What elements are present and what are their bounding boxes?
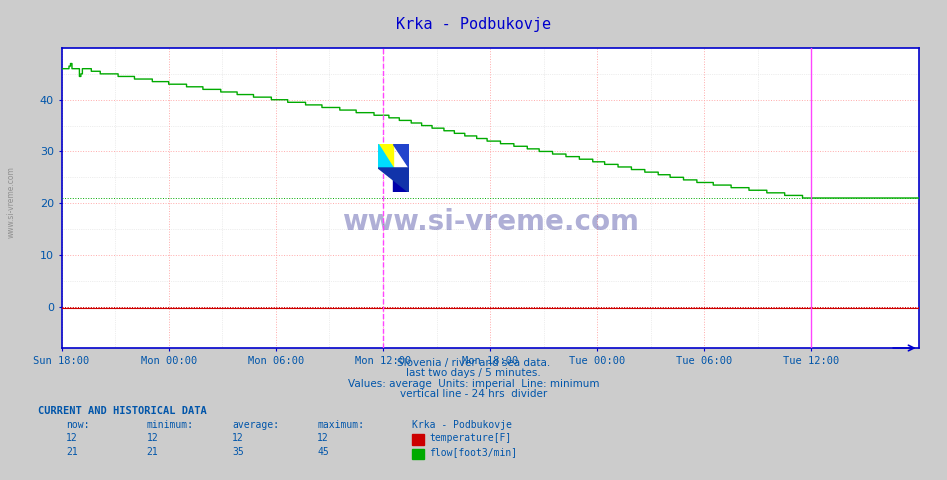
Polygon shape: [393, 144, 408, 168]
Text: 12: 12: [147, 433, 158, 443]
Text: 21: 21: [66, 447, 78, 457]
Text: 45: 45: [317, 447, 329, 457]
Text: Krka - Podbukovje: Krka - Podbukovje: [396, 17, 551, 32]
Text: minimum:: minimum:: [147, 420, 194, 430]
Text: 12: 12: [66, 433, 78, 443]
Polygon shape: [378, 168, 408, 192]
Bar: [378, 144, 393, 168]
Text: 35: 35: [232, 447, 243, 457]
Text: average:: average:: [232, 420, 279, 430]
Text: last two days / 5 minutes.: last two days / 5 minutes.: [406, 368, 541, 378]
Text: temperature[F]: temperature[F]: [429, 433, 511, 443]
Text: flow[foot3/min]: flow[foot3/min]: [429, 447, 517, 457]
Text: Values: average  Units: imperial  Line: minimum: Values: average Units: imperial Line: mi…: [348, 379, 599, 389]
Polygon shape: [378, 144, 393, 168]
Text: 12: 12: [232, 433, 243, 443]
Text: now:: now:: [66, 420, 90, 430]
Text: 12: 12: [317, 433, 329, 443]
Bar: [393, 168, 408, 192]
Text: www.si-vreme.com: www.si-vreme.com: [342, 208, 638, 236]
Text: www.si-vreme.com: www.si-vreme.com: [7, 166, 16, 238]
Text: maximum:: maximum:: [317, 420, 365, 430]
Text: CURRENT AND HISTORICAL DATA: CURRENT AND HISTORICAL DATA: [38, 406, 206, 416]
Text: 21: 21: [147, 447, 158, 457]
Text: vertical line - 24 hrs  divider: vertical line - 24 hrs divider: [400, 389, 547, 399]
Text: Slovenia / river and sea data.: Slovenia / river and sea data.: [397, 358, 550, 368]
Text: Krka - Podbukovje: Krka - Podbukovje: [412, 420, 511, 430]
